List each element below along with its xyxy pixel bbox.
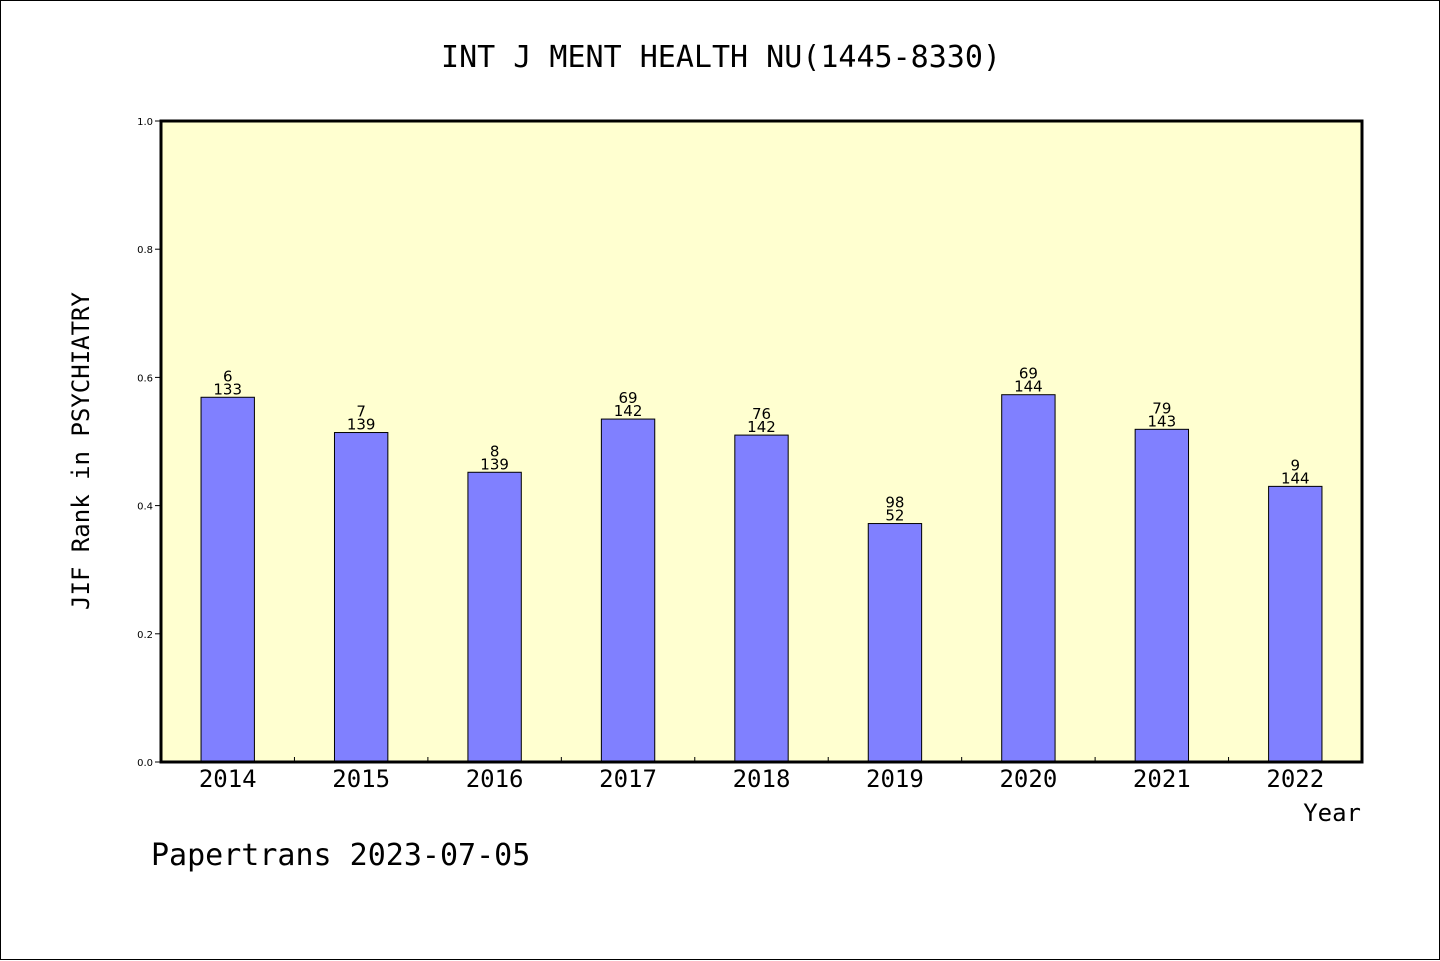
y-tick-label: 0.4 [137, 502, 153, 513]
bar-label-top: 9 [1291, 456, 1301, 474]
x-axis-label: Year [1303, 799, 1361, 827]
x-tick-label: 2016 [466, 765, 524, 793]
bar-2018 [734, 434, 789, 763]
x-tick-label: 2014 [199, 765, 257, 793]
bar-label-top: 7 [356, 403, 366, 421]
bar-2014 [200, 396, 255, 763]
bar-label-top: 69 [619, 389, 638, 407]
bar-2016 [467, 471, 522, 763]
plot-border [159, 119, 1364, 764]
bar-2021 [1134, 428, 1190, 763]
x-tick-label: 2020 [999, 765, 1057, 793]
bar-label-top: 98 [885, 494, 904, 512]
y-tick-label: 1.0 [137, 117, 153, 128]
bar-2020 [1001, 394, 1056, 763]
chart-title: INT J MENT HEALTH NU(1445-8330) [441, 40, 1001, 75]
bar-label-bottom: 139 [480, 455, 509, 473]
x-axis: 2014 2015 2016 2017 2018 2019 2020 2021 2022 [199, 757, 1324, 793]
bar-label-bottom: 143 [1148, 412, 1177, 430]
bar-label-bottom: 144 [1014, 378, 1043, 396]
bar-label-bottom: 139 [347, 416, 376, 434]
x-tick-label: 2019 [866, 765, 924, 793]
y-axis: 0.0 0.2 0.4 0.6 0.8 1.0 [137, 117, 161, 769]
bar-label-top: 79 [1152, 399, 1171, 417]
x-tick-label: 2018 [733, 765, 791, 793]
footer-credit: Papertrans 2023-07-05 [151, 838, 530, 873]
bar-label-top: 76 [752, 405, 771, 423]
y-tick-label: 0.8 [137, 245, 153, 256]
bar-label-bottom: 142 [614, 402, 643, 420]
x-tick-label: 2015 [332, 765, 390, 793]
bar-2015 [333, 432, 389, 763]
y-axis-label: JIF Rank in PSYCHIATRY [67, 292, 95, 610]
bar-2022 [1268, 485, 1323, 763]
bar-label-bottom: 142 [747, 418, 776, 436]
y-tick-label: 0.6 [137, 373, 153, 384]
bar-label-bottom: 144 [1281, 469, 1310, 487]
bar-label-bottom: 133 [213, 380, 242, 398]
bar-2017 [600, 418, 656, 763]
x-tick-label: 2017 [599, 765, 657, 793]
bar-label-top: 6 [223, 367, 233, 385]
bar-label-bottom: 52 [885, 507, 904, 525]
y-tick-label: 0.2 [137, 630, 153, 641]
x-tick-label: 2021 [1133, 765, 1191, 793]
bar-label-top: 8 [490, 442, 500, 460]
x-tick-label: 2022 [1266, 765, 1324, 793]
y-tick-label: 0.0 [137, 758, 153, 769]
bar-2019 [867, 523, 923, 763]
bar-label-top: 69 [1019, 365, 1038, 383]
